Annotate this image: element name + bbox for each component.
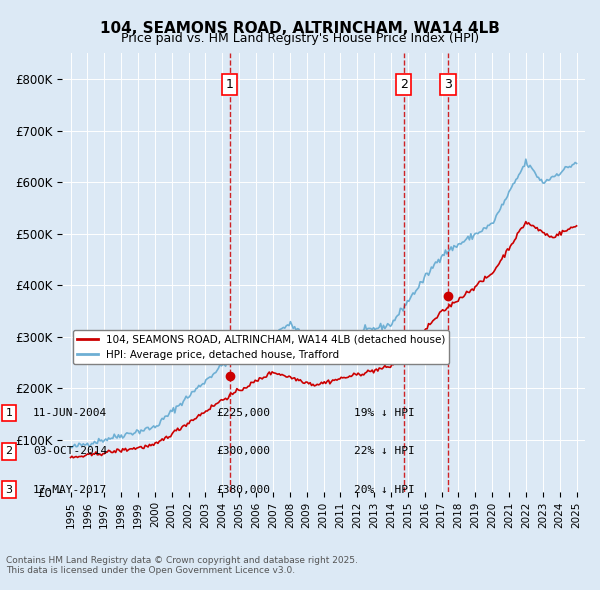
Text: 17-MAY-2017: 17-MAY-2017	[33, 485, 107, 494]
Text: 2: 2	[5, 447, 13, 456]
Text: 1: 1	[5, 408, 13, 418]
Text: 2: 2	[400, 78, 407, 91]
Legend: 104, SEAMONS ROAD, ALTRINCHAM, WA14 4LB (detached house), HPI: Average price, de: 104, SEAMONS ROAD, ALTRINCHAM, WA14 4LB …	[73, 330, 449, 364]
Text: 1: 1	[226, 78, 234, 91]
Text: 22% ↓ HPI: 22% ↓ HPI	[354, 447, 415, 456]
Text: 03-OCT-2014: 03-OCT-2014	[33, 447, 107, 456]
Text: 3: 3	[444, 78, 452, 91]
Text: £380,000: £380,000	[216, 485, 270, 494]
Text: 19% ↓ HPI: 19% ↓ HPI	[354, 408, 415, 418]
Text: 20% ↓ HPI: 20% ↓ HPI	[354, 485, 415, 494]
Text: 104, SEAMONS ROAD, ALTRINCHAM, WA14 4LB: 104, SEAMONS ROAD, ALTRINCHAM, WA14 4LB	[100, 21, 500, 35]
Text: Price paid vs. HM Land Registry's House Price Index (HPI): Price paid vs. HM Land Registry's House …	[121, 32, 479, 45]
Text: Contains HM Land Registry data © Crown copyright and database right 2025.
This d: Contains HM Land Registry data © Crown c…	[6, 556, 358, 575]
Text: 11-JUN-2004: 11-JUN-2004	[33, 408, 107, 418]
Text: £300,000: £300,000	[216, 447, 270, 456]
Text: 3: 3	[5, 485, 13, 494]
Text: £225,000: £225,000	[216, 408, 270, 418]
